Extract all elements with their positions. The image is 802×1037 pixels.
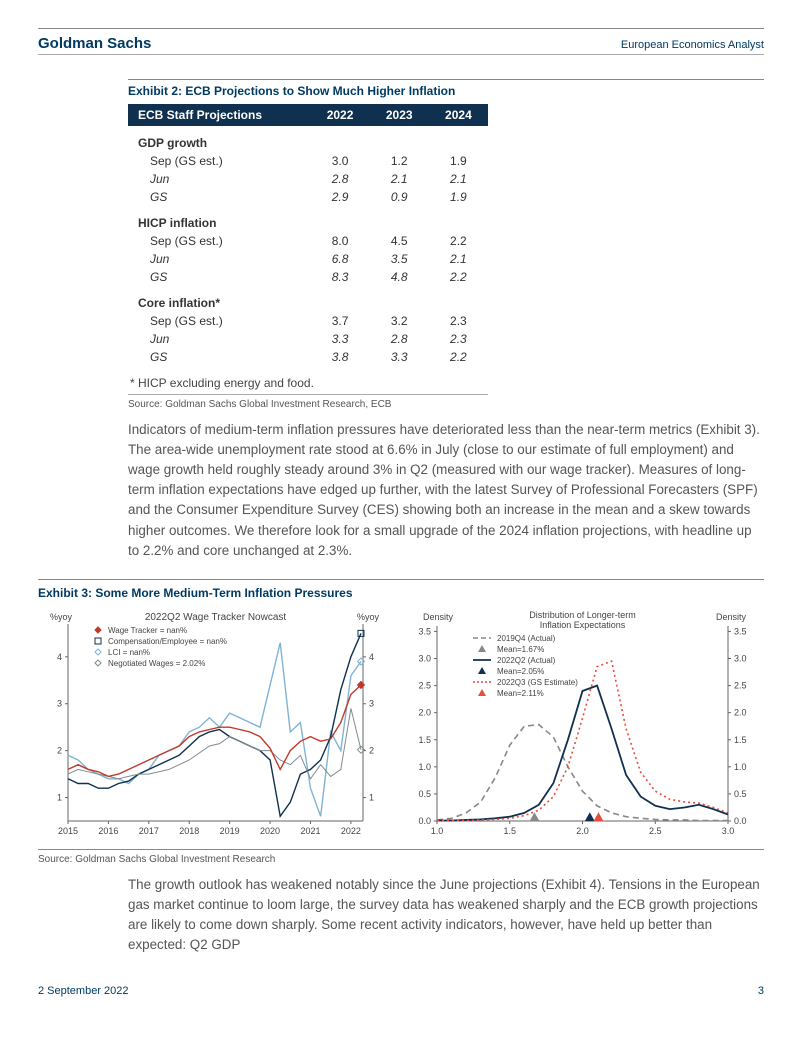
- exhibit-3-source: Source: Goldman Sachs Global Investment …: [38, 854, 764, 865]
- svg-text:1.0: 1.0: [431, 826, 444, 836]
- svg-text:3.0: 3.0: [418, 653, 431, 663]
- svg-text:3.0: 3.0: [734, 653, 747, 663]
- svg-text:2019Q4 (Actual): 2019Q4 (Actual): [497, 634, 556, 643]
- svg-text:2022: 2022: [341, 826, 361, 836]
- svg-text:2: 2: [57, 745, 62, 755]
- svg-text:%yoy: %yoy: [50, 612, 73, 622]
- svg-text:1.5: 1.5: [503, 826, 516, 836]
- svg-text:%yoy: %yoy: [357, 612, 380, 622]
- svg-text:3: 3: [57, 699, 62, 709]
- svg-text:Density: Density: [716, 612, 747, 622]
- svg-text:1: 1: [369, 792, 374, 802]
- svg-text:2.0: 2.0: [734, 707, 747, 717]
- svg-text:4: 4: [369, 652, 374, 662]
- svg-text:Mean=2.05%: Mean=2.05%: [497, 667, 544, 676]
- svg-text:1: 1: [57, 792, 62, 802]
- doc-type: European Economics Analyst: [621, 39, 764, 51]
- svg-text:1.5: 1.5: [418, 735, 431, 745]
- svg-text:2016: 2016: [98, 826, 118, 836]
- svg-text:Mean=1.67%: Mean=1.67%: [497, 645, 544, 654]
- svg-text:3.0: 3.0: [722, 826, 735, 836]
- svg-text:2021: 2021: [300, 826, 320, 836]
- exhibit-2-title: Exhibit 2: ECB Projections to Show Much …: [128, 79, 764, 98]
- svg-text:Distribution of Longer-term: Distribution of Longer-term: [529, 610, 636, 620]
- footer: 2 September 2022 3: [38, 985, 764, 997]
- svg-text:2018: 2018: [179, 826, 199, 836]
- exhibit-3-title: Exhibit 3: Some More Medium-Term Inflati…: [38, 586, 764, 600]
- wage-tracker-chart: %yoy %yoy 2022Q2 Wage Tracker Nowcast 1 1 2 2 3…: [38, 608, 393, 843]
- svg-text:2020: 2020: [260, 826, 280, 836]
- svg-text:Wage Tracker = nan%: Wage Tracker = nan%: [108, 626, 187, 635]
- svg-text:Inflation Expectations: Inflation Expectations: [540, 620, 626, 630]
- footer-page: 3: [758, 985, 764, 997]
- svg-text:0.0: 0.0: [418, 816, 431, 826]
- exhibit-3-charts: %yoy %yoy 2022Q2 Wage Tracker Nowcast 1 1 2 2 3…: [38, 608, 764, 843]
- svg-text:1.0: 1.0: [734, 762, 747, 772]
- svg-text:2.0: 2.0: [576, 826, 589, 836]
- svg-text:Negotiated Wages = 2.02%: Negotiated Wages = 2.02%: [108, 659, 205, 668]
- svg-text:2.5: 2.5: [418, 680, 431, 690]
- svg-text:3: 3: [369, 699, 374, 709]
- svg-text:1.5: 1.5: [734, 735, 747, 745]
- svg-text:3.5: 3.5: [734, 626, 747, 636]
- footer-date: 2 September 2022: [38, 985, 129, 997]
- svg-text:0.0: 0.0: [734, 816, 747, 826]
- exhibit-2-source: Source: Goldman Sachs Global Investment …: [128, 399, 764, 410]
- svg-text:2.0: 2.0: [418, 707, 431, 717]
- svg-text:0.5: 0.5: [734, 789, 747, 799]
- svg-text:2: 2: [369, 745, 374, 755]
- svg-text:1.0: 1.0: [418, 762, 431, 772]
- exhibit-2-footnote: * HICP excluding energy and food.: [128, 366, 488, 395]
- svg-text:2019: 2019: [220, 826, 240, 836]
- exhibit-2: Exhibit 2: ECB Projections to Show Much …: [128, 79, 764, 410]
- svg-text:2015: 2015: [58, 826, 78, 836]
- svg-text:LCI = nan%: LCI = nan%: [108, 648, 150, 657]
- svg-text:4: 4: [57, 652, 62, 662]
- svg-text:2.5: 2.5: [649, 826, 662, 836]
- svg-text:3.5: 3.5: [418, 626, 431, 636]
- svg-text:2.5: 2.5: [734, 680, 747, 690]
- header: Goldman Sachs European Economics Analyst: [38, 35, 764, 55]
- svg-text:Density: Density: [423, 612, 454, 622]
- svg-text:2022Q2 (Actual): 2022Q2 (Actual): [497, 656, 556, 665]
- paragraph-2: The growth outlook has weakened notably …: [128, 875, 764, 955]
- svg-text:Compensation/Employee = nan%: Compensation/Employee = nan%: [108, 637, 227, 646]
- svg-text:Mean=2.11%: Mean=2.11%: [497, 689, 544, 698]
- projections-table: ECB Staff Projections202220232024GDP gro…: [128, 104, 488, 366]
- brand-name: Goldman Sachs: [38, 35, 151, 52]
- svg-text:2022Q3 (GS Estimate): 2022Q3 (GS Estimate): [497, 678, 578, 687]
- svg-text:2022Q2 Wage Tracker Nowcast: 2022Q2 Wage Tracker Nowcast: [145, 612, 287, 623]
- paragraph-1: Indicators of medium-term inflation pres…: [128, 420, 764, 561]
- svg-text:2017: 2017: [139, 826, 159, 836]
- svg-text:0.5: 0.5: [418, 789, 431, 799]
- inflation-distribution-chart: Density Density Distribution of Longer-ter…: [405, 608, 760, 843]
